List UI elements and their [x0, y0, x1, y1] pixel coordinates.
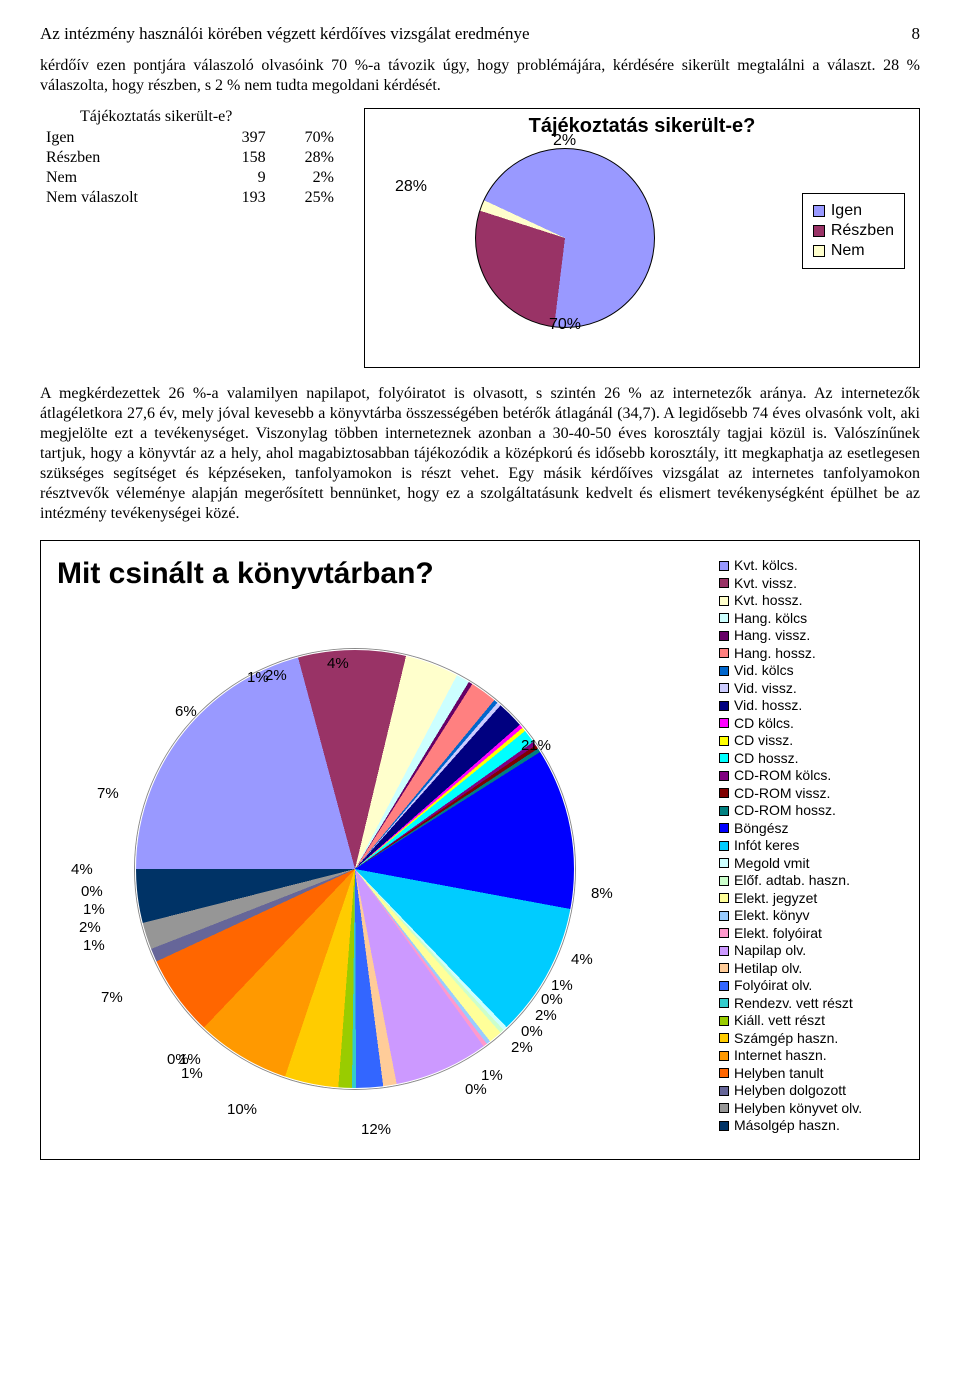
chart1-container: Tájékoztatás sikerült-e? 28% 2% 70% Igen… [364, 108, 920, 368]
pie2-slice-label: 2% [265, 667, 287, 684]
legend-item: Megold vmit [719, 855, 909, 873]
chart2-title: Mit csinált a könyvtárban? [57, 557, 709, 591]
legend-item: Elekt. könyv [719, 907, 909, 925]
pie2-slice-label: 6% [175, 703, 197, 720]
legend-item: Hang. vissz. [719, 627, 909, 645]
legend-item: CD kölcs. [719, 715, 909, 733]
legend-item: Kvt. hossz. [719, 592, 909, 610]
legend-item: Előf. adtab. haszn. [719, 872, 909, 890]
table-row: Nem válaszolt19325% [40, 188, 340, 208]
pie2-slice-label: 10% [227, 1101, 257, 1118]
pie2 [135, 649, 575, 1089]
legend-item: Infót keres [719, 837, 909, 855]
chart2-legend: Kvt. kölcs.Kvt. vissz.Kvt. hossz.Hang. k… [719, 557, 909, 1149]
legend-item: Másolgép haszn. [719, 1117, 909, 1135]
header-title: Az intézmény használói körében végzett k… [40, 24, 530, 44]
table-row: Részben15828% [40, 148, 340, 168]
legend-item: Igen [813, 202, 894, 220]
legend-item: Részben [813, 222, 894, 240]
pie2-slice-label: 2% [79, 919, 101, 936]
legend-item: Kvt. vissz. [719, 575, 909, 593]
pie2-slice-label: 4% [327, 655, 349, 672]
legend-item: Helyben könyvet olv. [719, 1100, 909, 1118]
pie2-slice-label: 0% [465, 1081, 487, 1098]
legend-item: Helyben tanult [719, 1065, 909, 1083]
legend-item: Hetilap olv. [719, 960, 909, 978]
legend-item: Napilap olv. [719, 942, 909, 960]
legend-item: Vid. kölcs [719, 662, 909, 680]
legend-item: Helyben dolgozott [719, 1082, 909, 1100]
table-row: Nem92% [40, 168, 340, 188]
legend-item: Internet haszn. [719, 1047, 909, 1065]
survey-table-block: Tájékoztatás sikerült-e? Igen39770%Részb… [40, 108, 340, 208]
chart1-row: Tájékoztatás sikerült-e? Igen39770%Részb… [40, 108, 920, 368]
pie2-slice-label: 7% [101, 989, 123, 1006]
pie2-slice-label: 12% [361, 1121, 391, 1138]
legend-item: Folyóirat olv. [719, 977, 909, 995]
legend-item: CD vissz. [719, 732, 909, 750]
pie1-label-28: 28% [395, 178, 427, 196]
pie2-slice-label: 1% [83, 937, 105, 954]
legend-item: Hang. hossz. [719, 645, 909, 663]
legend-item: CD hossz. [719, 750, 909, 768]
legend-item: CD-ROM hossz. [719, 802, 909, 820]
legend-item: Böngész [719, 820, 909, 838]
survey-table: Igen39770%Részben15828%Nem92%Nem válaszo… [40, 128, 340, 208]
legend-item: CD-ROM kölcs. [719, 767, 909, 785]
pie1 [475, 148, 655, 328]
table-row: Igen39770% [40, 128, 340, 148]
legend-item: Kiáll. vett részt [719, 1012, 909, 1030]
paragraph-1: kérdőív ezen pontjára válaszoló olvasóin… [40, 56, 920, 96]
legend-item: Kvt. kölcs. [719, 557, 909, 575]
page-header: Az intézmény használói körében végzett k… [40, 24, 920, 44]
chart2-left: Mit csinált a könyvtárban? 21%8%4%1%0%2%… [51, 557, 709, 1149]
legend-item: Számgép haszn. [719, 1030, 909, 1048]
pie2-slice-label: 0% [521, 1023, 543, 1040]
pie2-slice-label: 1% [179, 1051, 201, 1068]
pie1-label-2: 2% [553, 132, 576, 150]
pie2-slice-label: 4% [71, 861, 93, 878]
legend-item: Nem [813, 242, 894, 260]
pie2-slice-label: 1% [83, 901, 105, 918]
table-title: Tájékoztatás sikerült-e? [40, 108, 340, 126]
legend-item: Vid. vissz. [719, 680, 909, 698]
legend-item: CD-ROM vissz. [719, 785, 909, 803]
chart1-title: Tájékoztatás sikerült-e? [375, 115, 909, 138]
chart2-container: Mit csinált a könyvtárban? 21%8%4%1%0%2%… [40, 540, 920, 1160]
pie2-slice-label: 4% [571, 951, 593, 968]
pie2-slice-label: 0% [81, 883, 103, 900]
pie2-slice-label: 2% [535, 1007, 557, 1024]
pie2-slice-label: 8% [591, 885, 613, 902]
page-number: 8 [912, 24, 921, 44]
pie2-slice-label: 2% [511, 1039, 533, 1056]
paragraph-2: A megkérdezettek 26 %-a valamilyen napil… [40, 384, 920, 524]
legend-item: Elekt. folyóirat [719, 925, 909, 943]
pie2-slice-label: 0% [541, 991, 563, 1008]
chart1-legend: Igen Részben Nem [802, 193, 905, 269]
legend-item: Rendezv. vett részt [719, 995, 909, 1013]
pie2-slice-label: 21% [521, 737, 551, 754]
legend-item: Elekt. jegyzet [719, 890, 909, 908]
pie1-label-70: 70% [549, 316, 581, 334]
legend-item: Vid. hossz. [719, 697, 909, 715]
pie2-slice-label: 7% [97, 785, 119, 802]
legend-item: Hang. kölcs [719, 610, 909, 628]
